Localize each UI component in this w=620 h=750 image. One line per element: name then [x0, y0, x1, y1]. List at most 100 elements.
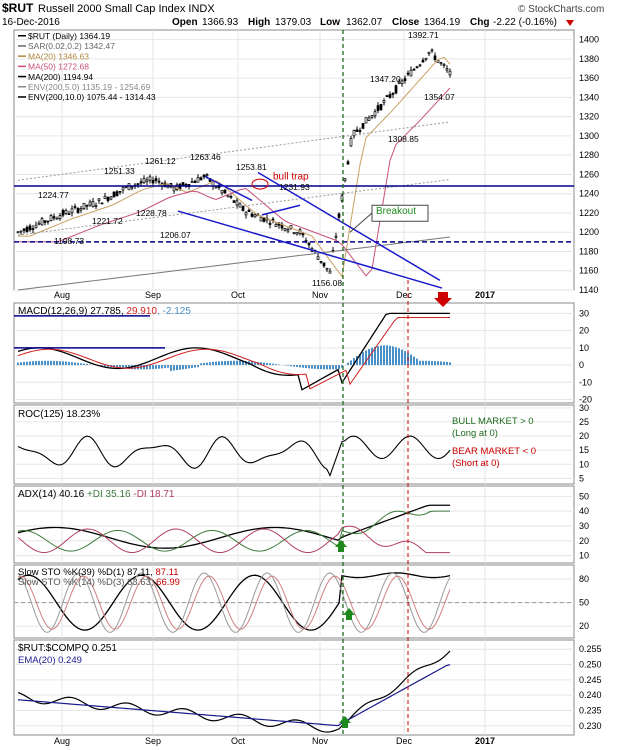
- ma50-line: [18, 87, 451, 277]
- macd-histogram-bar: [233, 360, 235, 366]
- macd-histogram-bar: [365, 350, 367, 366]
- ratio-title: $RUT:$COMPQ 0.251: [18, 643, 117, 654]
- adx-line: [17, 504, 450, 549]
- x-tick-label: 2017: [475, 290, 495, 300]
- sto-long-line: [17, 572, 451, 631]
- adx-title: ADX(14) 40.16 +DI 35.16 -DI 18.71: [18, 489, 175, 500]
- roc-tick-label: 15: [579, 445, 589, 455]
- price-bar-body: [307, 243, 311, 246]
- macd-histogram-bar: [209, 362, 211, 366]
- price-bar-body: [112, 191, 116, 198]
- sto-short-d-line: [17, 575, 451, 630]
- ratio-tick-label: 0.235: [579, 705, 602, 715]
- price-annotation: 1156.08: [312, 278, 342, 288]
- macd-histogram-bar: [176, 365, 178, 371]
- macd-histogram-bar: [236, 360, 238, 366]
- macd-histogram-bar: [77, 362, 79, 366]
- macd-histogram-bar: [353, 358, 355, 366]
- high-value: 1379.03: [275, 17, 312, 28]
- macd-histogram-bar: [401, 349, 403, 366]
- legend-swatch: [18, 45, 26, 47]
- macd-histogram-bar: [242, 360, 244, 366]
- price-bar-body: [214, 186, 218, 189]
- price-bar-body: [61, 210, 65, 216]
- price-bar-body: [325, 267, 329, 270]
- legend-swatch: [18, 75, 26, 78]
- ma20-line: [18, 56, 451, 278]
- x-tick-label: 2017: [475, 736, 495, 746]
- plus-di-line: [17, 510, 450, 552]
- price-bar-body: [34, 224, 38, 229]
- macd-histogram-bar: [440, 361, 442, 366]
- macd-tick-label: 0: [579, 360, 584, 370]
- open-label: Open: [172, 17, 198, 28]
- price-bar-body: [172, 186, 176, 192]
- open-value: 1366.93: [202, 17, 239, 28]
- price-bar-body: [397, 81, 401, 84]
- price-bar-body: [337, 213, 341, 218]
- price-bar-body: [226, 195, 230, 198]
- bull-market-label: BULL MARKET > 0: [452, 416, 534, 427]
- roc-tick-label: 10: [579, 459, 589, 469]
- macd-histogram-bar: [170, 365, 172, 371]
- price-bar-body: [283, 228, 287, 231]
- legend-swatch: [18, 65, 26, 68]
- price-bar-body: [64, 209, 68, 214]
- symbol: $RUT: [2, 1, 34, 15]
- macd-histogram-bar: [107, 365, 109, 367]
- price-tick-label: 1380: [579, 54, 599, 64]
- macd-histogram-bar: [155, 365, 157, 369]
- macd-histogram-bar: [194, 365, 196, 368]
- price-bar-body: [349, 138, 353, 147]
- macd-histogram-bar: [179, 365, 181, 370]
- envelope-5-line: [17, 179, 451, 236]
- macd-histogram-bar: [80, 363, 82, 366]
- price-bar-body: [79, 208, 83, 211]
- price-annotation: 1206.07: [160, 230, 191, 240]
- macd-histogram-bar: [443, 361, 445, 366]
- buy-arrow-icon: [335, 540, 347, 552]
- x-tick-label: Nov: [312, 736, 329, 746]
- ratio-ema-label: EMA(20) 0.249: [18, 655, 82, 666]
- macd-histogram-bar: [326, 365, 328, 370]
- macd-histogram-bar: [428, 360, 430, 366]
- price-bar-body: [355, 129, 359, 132]
- legend-swatch: [18, 55, 26, 57]
- sto-value: 87.11: [155, 567, 178, 578]
- price-bar-body: [103, 195, 107, 199]
- price-bar-body: [445, 68, 449, 71]
- macd-histogram-bar: [215, 361, 217, 366]
- chg-label: Chg: [470, 17, 489, 28]
- macd-tick-label: -20: [579, 395, 592, 405]
- price-bar-body: [436, 60, 440, 63]
- macd-histogram-bar: [143, 365, 145, 370]
- price-bar-body: [25, 226, 29, 233]
- macd-histogram-bar: [422, 360, 424, 366]
- macd-histogram-bar: [182, 365, 184, 370]
- macd-histogram-bar: [338, 365, 340, 370]
- ratio-tick-label: 0.230: [579, 721, 602, 731]
- macd-histogram-bar: [185, 365, 187, 369]
- price-bar-body: [295, 232, 299, 235]
- price-tick-label: 1180: [579, 246, 598, 256]
- legend-entry: MA(50) 1272.68: [28, 62, 89, 72]
- brand: © StockCharts.com: [518, 4, 604, 15]
- price-annotation: 1228.78: [136, 208, 167, 218]
- price-annotation: 1198.73: [54, 236, 84, 246]
- price-bar-body: [322, 262, 326, 267]
- price-bar-body: [106, 196, 110, 202]
- macd-histogram-bar: [56, 360, 58, 366]
- price-bar-body: [199, 177, 203, 181]
- price-bar-body: [379, 103, 383, 111]
- macd-histogram-bar: [278, 364, 280, 366]
- price-bar-body: [268, 222, 272, 225]
- price-bar-body: [418, 64, 422, 67]
- price-annotation: 1221.72: [92, 216, 123, 226]
- macd-histogram-bar: [218, 361, 220, 366]
- macd-histogram-bar: [227, 360, 229, 366]
- low-value: 1362.07: [346, 17, 383, 28]
- macd-histogram-bar: [416, 358, 418, 366]
- macd-histogram-bar: [224, 361, 226, 366]
- legend-entry: ENV(200,10.0) 1075.44 - 1314.43: [28, 92, 156, 102]
- price-bar-body: [373, 111, 377, 117]
